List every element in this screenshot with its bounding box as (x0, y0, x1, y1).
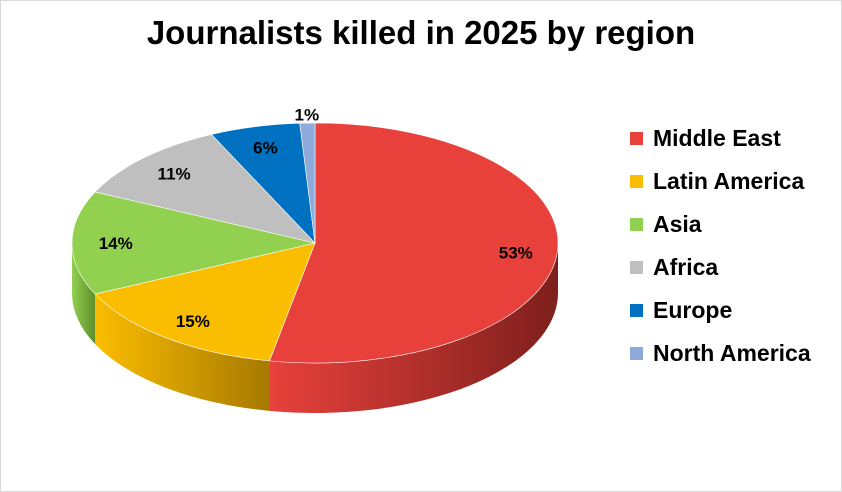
slice-latin-america (94, 242, 316, 362)
legend-swatch (630, 347, 643, 360)
legend-swatch (630, 304, 643, 317)
legend-swatch (630, 261, 643, 274)
slice-side-asia (72, 243, 96, 345)
legend-label: North America (653, 340, 811, 366)
data-label-latin-america: 15% (176, 312, 210, 331)
legend-label: Europe (653, 297, 733, 323)
data-label-europe: 6% (253, 139, 278, 158)
data-label-africa: 11% (158, 164, 191, 183)
legend-item-north-america: North America (630, 332, 811, 375)
data-label-asia: 14% (99, 234, 133, 253)
legend-item-middle-east: Middle East (630, 117, 811, 160)
legend-swatch (630, 175, 643, 188)
legend-swatch (630, 132, 643, 145)
legend-item-latin-america: Latin America (630, 160, 811, 203)
slice-asia (71, 191, 316, 295)
slice-side-latin-america (95, 294, 270, 411)
slice-middle-east (269, 122, 559, 364)
data-label-middle-east: 53% (499, 243, 533, 262)
slice-side-middle-east (269, 243, 558, 414)
legend-swatch (630, 218, 643, 231)
legend-label: Middle East (653, 125, 781, 151)
legend-label: Latin America (653, 168, 805, 194)
slice-north-america (299, 122, 316, 244)
legend: Middle East Latin America Asia Africa Europe… (630, 117, 811, 375)
legend-item-africa: Africa (630, 246, 811, 289)
legend-item-asia: Asia (630, 203, 811, 246)
slice-africa (94, 134, 316, 244)
data-label-north-america: 1% (295, 106, 320, 125)
chart-title: Journalists killed in 2025 by region (146, 14, 696, 51)
legend-label: Asia (653, 211, 702, 237)
legend-item-europe: Europe (630, 289, 811, 332)
legend-label: Africa (653, 254, 719, 280)
